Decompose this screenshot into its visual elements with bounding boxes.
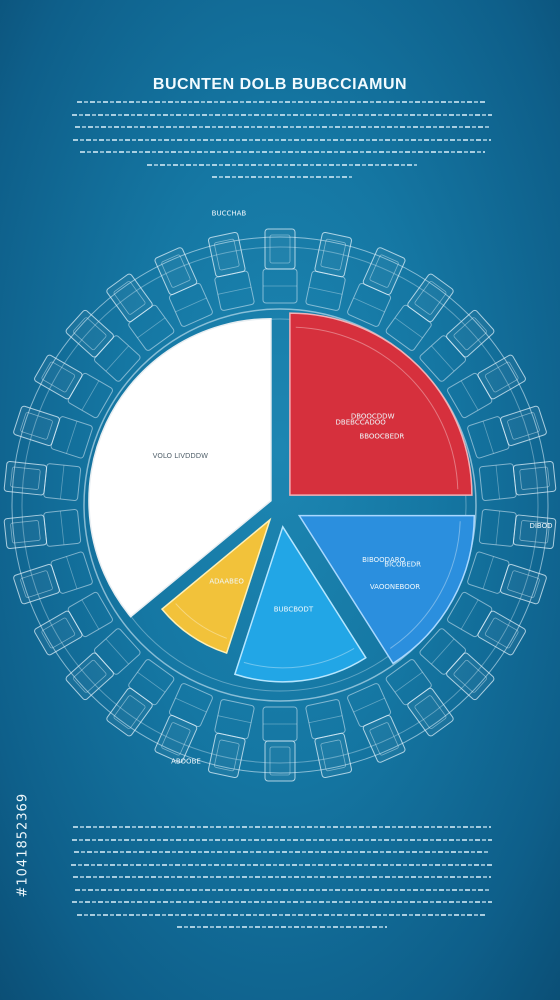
intro-paragraph [70, 101, 494, 189]
gear-tooth [305, 231, 352, 311]
pie-chart: DBEBCCADOO BIBOODARO BUBCBODT ADAABEO VOLO L… [3, 210, 557, 782]
gear-tooth [154, 247, 213, 327]
slice-inner-arc [295, 326, 459, 490]
slice-label-adaabeo: ADAABEO [209, 578, 244, 586]
gear-tooth [34, 354, 113, 419]
slice-label-dbebccadoo: DBEBCCADOO [336, 418, 387, 426]
pie-slice-adaabeo [160, 517, 272, 654]
inner-note: BICOBEDR [384, 560, 421, 568]
gear-tooth [478, 509, 557, 549]
gear-tooth [347, 683, 406, 763]
slice-labels: DBEBCCADOO BIBOODARO BUBCBODT ADAABEO VOLO L… [153, 418, 406, 613]
gear-tooth [65, 628, 141, 701]
inner-note: VAOONEBOOR [370, 583, 420, 591]
stock-id-label: #1041852369 [15, 792, 31, 898]
gear-ring-decoration [3, 228, 557, 782]
gear-tooth [208, 699, 255, 779]
gear-tooth [447, 354, 526, 419]
gear-tooth [208, 231, 255, 311]
gear-tooth [467, 551, 547, 605]
gear-tooth [478, 461, 557, 501]
slice-label-biboodaro: BIBOODARO [362, 556, 405, 564]
gear-tooth [106, 273, 175, 351]
gear-tooth [385, 659, 454, 737]
inner-note: DBOOCDDW [351, 412, 395, 420]
slice-inner-arc [102, 332, 266, 604]
gear-tooth [13, 551, 93, 605]
pie-slice-dbebccadoo [289, 312, 473, 496]
pie-slice-bubcbodt [233, 525, 367, 683]
gear-tooth [305, 699, 352, 779]
outer-annotation: DIBOD [529, 522, 552, 530]
gear-tooth [467, 405, 547, 459]
gear-tooth [385, 273, 454, 351]
gear-tooth [447, 591, 526, 656]
inner-note: BBOOCBEDR [359, 433, 404, 441]
slice-label-bubcbodt: BUBCBODT [274, 605, 314, 613]
gear-tooth [154, 683, 213, 763]
gear-tooth [262, 706, 298, 782]
gear-tooth [262, 228, 298, 304]
gear-tooth [65, 309, 141, 382]
footer-paragraph [70, 826, 494, 939]
inner-notes: DBOOCDDW BBOOCBEDR BICOBEDR VAOONEBOOR [351, 412, 421, 591]
gear-tooth [419, 628, 495, 701]
gear-tooth [347, 247, 406, 327]
gear-tooth [3, 509, 82, 549]
gear-tooth [3, 461, 82, 501]
outer-annotation: ABOOBE [171, 757, 201, 765]
slice-label-volo-livdddw: VOLO LIVDDDW [153, 452, 208, 460]
gear-tooth [106, 659, 175, 737]
slice-inner-arc [389, 521, 461, 649]
outer-annotations: BUCCHAB DIBOD ABOOBE [171, 210, 552, 765]
pie-slice-volo-livdddw [88, 317, 272, 618]
outer-annotation: BUCCHAB [212, 210, 247, 217]
slice-inner-arc [175, 603, 227, 639]
gear-tooth [34, 591, 113, 656]
gear-tooth [419, 309, 495, 382]
pie-slice-biboodaro [297, 514, 476, 665]
slice-inner-arc [243, 648, 355, 669]
pie-slices [88, 312, 476, 683]
gear-tooth [13, 405, 93, 459]
page-title: BUCNTEN DOLB BUBCCIAMUN [152, 76, 408, 93]
